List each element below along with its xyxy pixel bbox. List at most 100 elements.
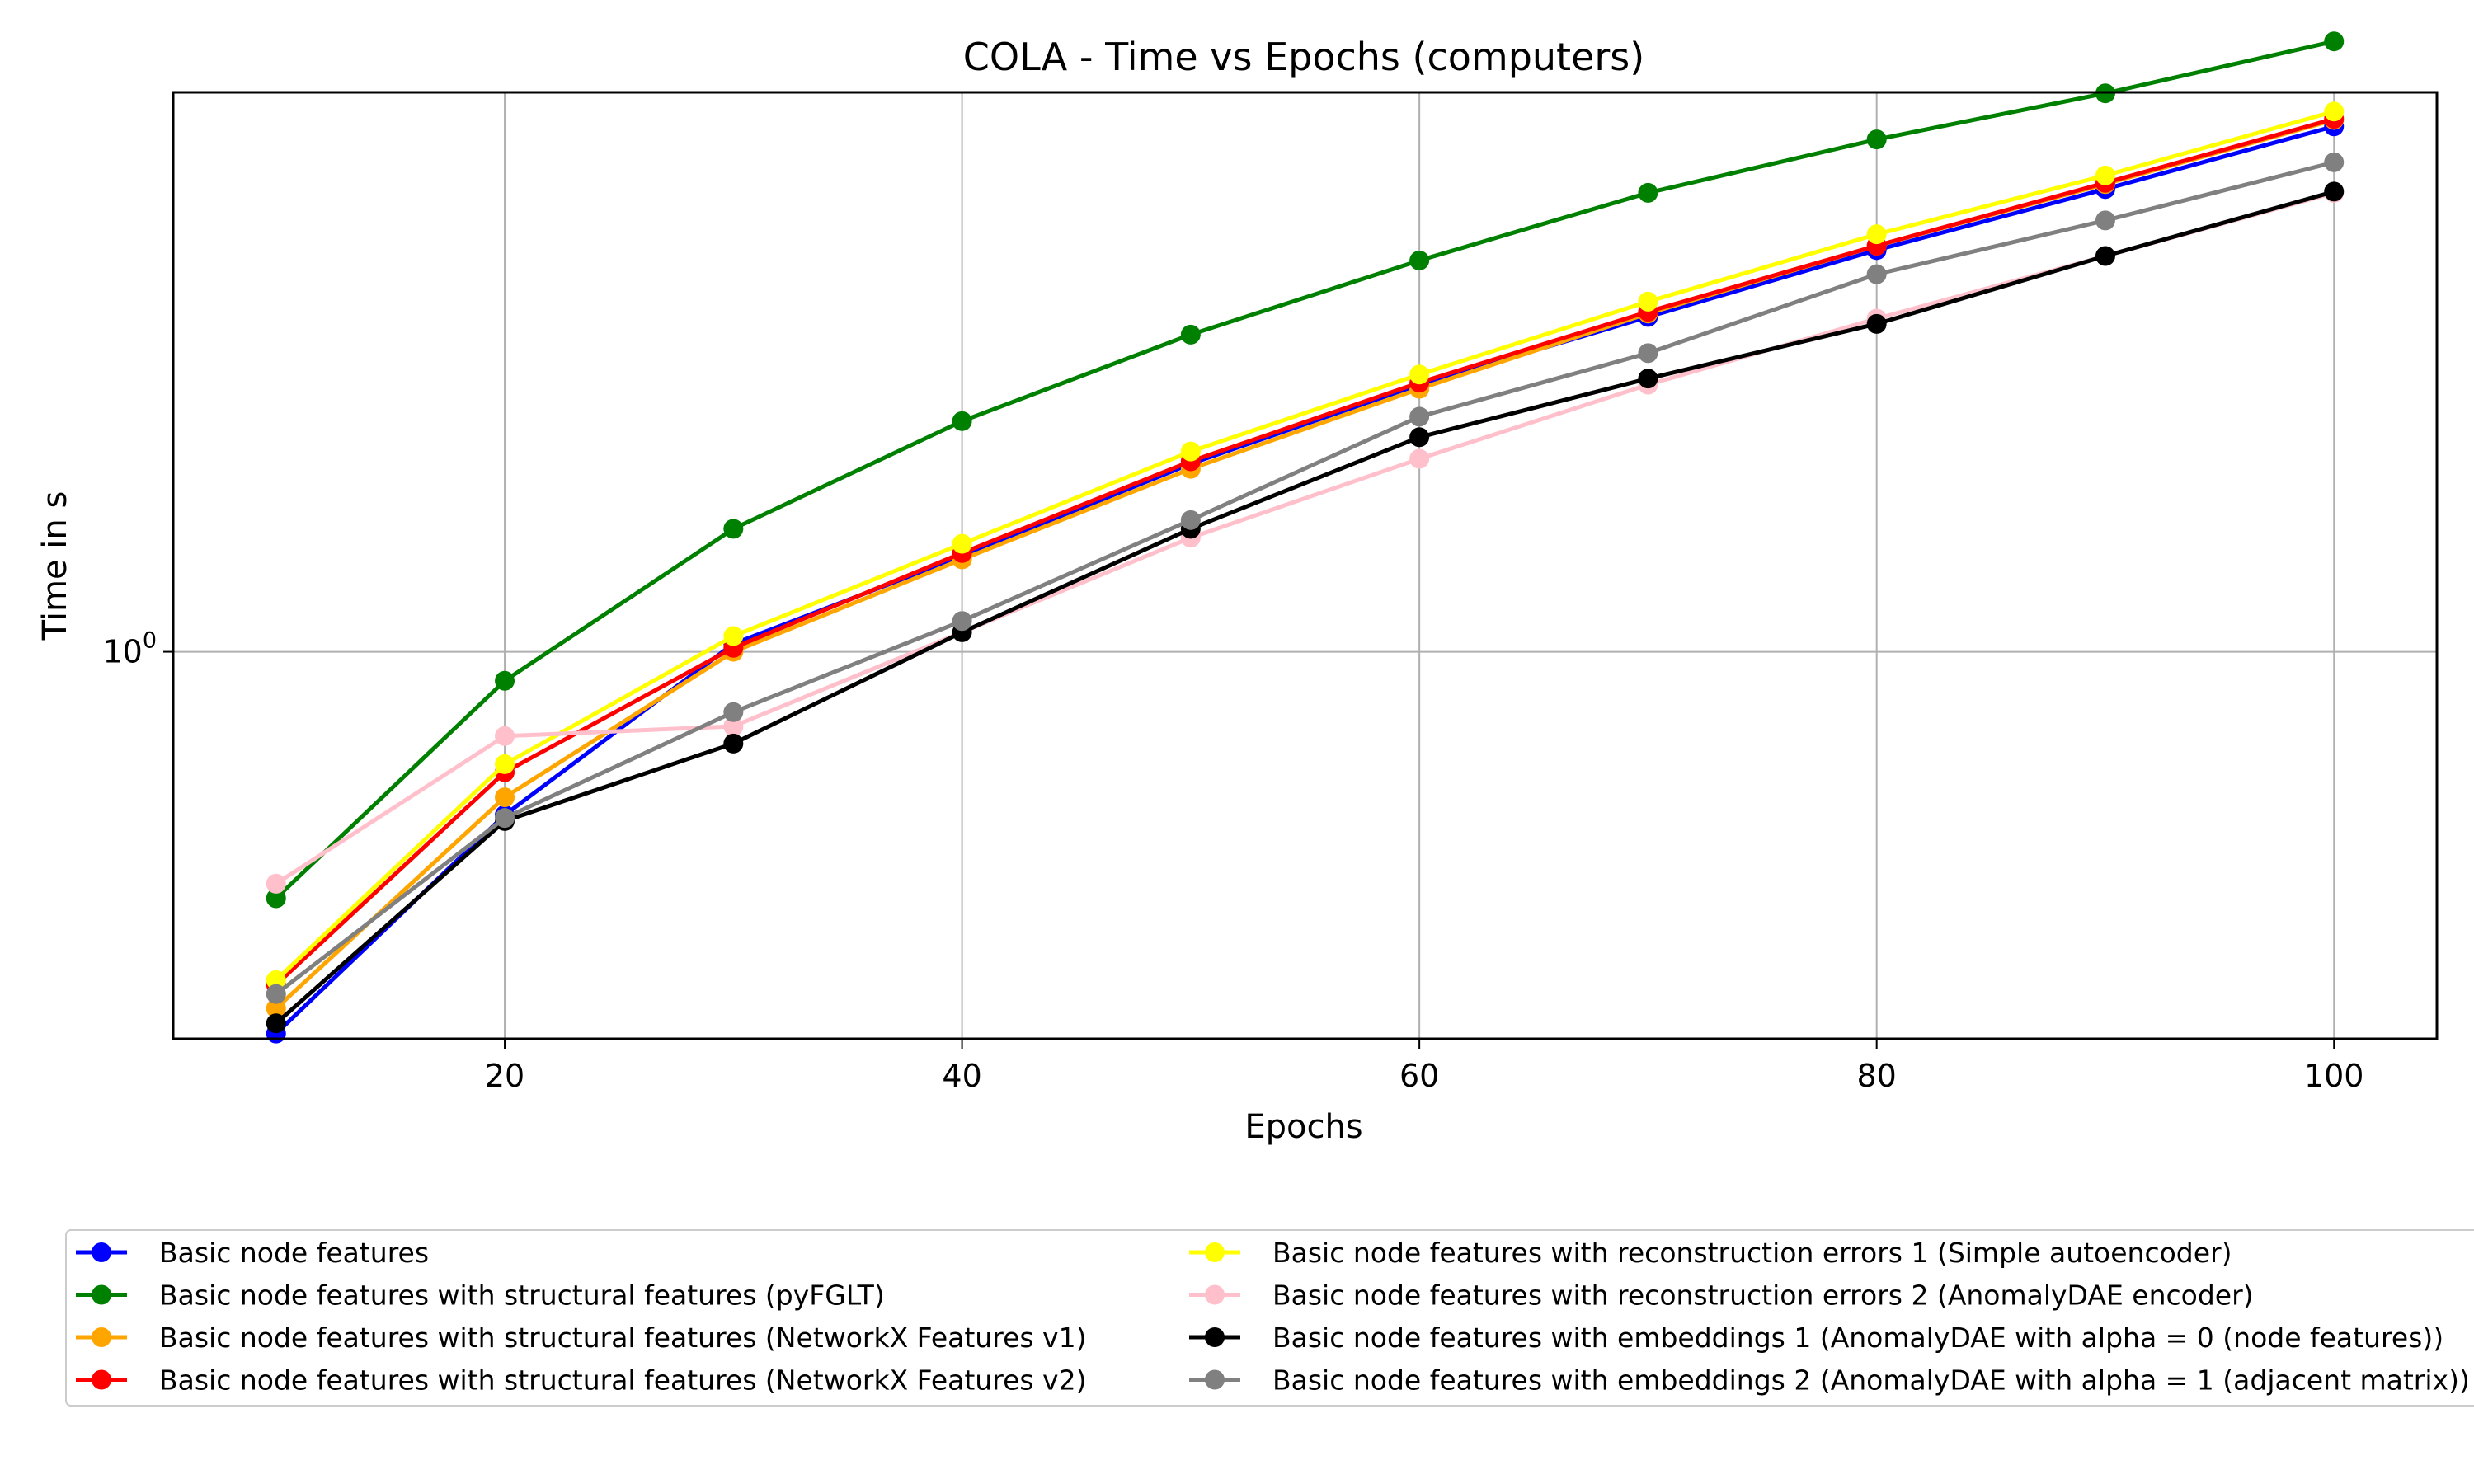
- data-point: [266, 873, 286, 894]
- legend-marker: [92, 1327, 111, 1347]
- data-point: [1866, 313, 1887, 334]
- chart-title: COLA - Time vs Epochs (computers): [963, 35, 1644, 79]
- data-point: [495, 670, 515, 691]
- legend-item: Basic node features: [76, 1237, 429, 1269]
- data-point: [495, 808, 515, 829]
- legend-label: Basic node features with reconstruction …: [1272, 1237, 2232, 1269]
- data-point: [1638, 291, 1658, 312]
- data-point: [723, 716, 744, 736]
- series-line: [275, 39, 2335, 900]
- legend-item: Basic node features with structural feat…: [76, 1280, 885, 1312]
- series: [266, 109, 2345, 995]
- series: [266, 181, 2345, 1034]
- data-point: [1180, 324, 1201, 345]
- series-line: [275, 124, 2335, 1036]
- data-point: [2095, 246, 2115, 266]
- legend-item: Basic node features with embeddings 1 (A…: [1189, 1322, 2443, 1354]
- series-line: [275, 116, 2335, 987]
- data-point: [723, 626, 744, 646]
- data-point: [952, 411, 972, 431]
- data-point: [1866, 129, 1887, 150]
- data-point: [1638, 343, 1658, 364]
- series-line: [275, 190, 2335, 885]
- data-point: [1409, 364, 1430, 385]
- y-tick-base: 10: [102, 634, 142, 670]
- y-tick-exponent: 0: [143, 628, 157, 654]
- data-point: [1180, 510, 1201, 530]
- legend-marker: [92, 1284, 111, 1305]
- y-axis-label: Time in s: [36, 491, 74, 641]
- data-point: [1638, 182, 1658, 203]
- legend-item: Basic node features with reconstruction …: [1189, 1237, 2232, 1269]
- x-tick-label: 100: [2304, 1058, 2364, 1094]
- legend-label: Basic node features with structural feat…: [159, 1364, 1086, 1397]
- data-point: [723, 733, 744, 754]
- series: [266, 101, 2345, 990]
- legend-label: Basic node features with embeddings 2 (A…: [1272, 1364, 2470, 1397]
- x-tick-label: 20: [485, 1058, 524, 1094]
- series: [266, 116, 2345, 1044]
- series: [266, 31, 2345, 909]
- legend-marker: [1205, 1369, 1225, 1390]
- data-point: [2095, 165, 2115, 186]
- legend-marker: [92, 1242, 111, 1262]
- data-point: [1180, 441, 1201, 462]
- x-tick-label: 40: [942, 1058, 981, 1094]
- data-point: [266, 970, 286, 990]
- data-point: [266, 984, 286, 1004]
- x-axis: 20 40 60 80 100: [485, 1039, 2364, 1094]
- data-point: [2324, 101, 2345, 122]
- data-point: [266, 888, 286, 909]
- data-point: [723, 519, 744, 539]
- data-point: [952, 533, 972, 554]
- plot-area: [172, 91, 2439, 1040]
- y-axis: 100: [102, 628, 173, 670]
- data-point: [1866, 224, 1887, 245]
- data-point: [266, 1013, 286, 1034]
- legend-label: Basic node features with embeddings 1 (A…: [1272, 1322, 2443, 1354]
- legend-label: Basic node features with reconstruction …: [1272, 1280, 2254, 1312]
- data-point: [2324, 31, 2345, 52]
- data-point: [1866, 264, 1887, 284]
- data-point: [1638, 369, 1658, 389]
- data-point: [723, 702, 744, 722]
- series: [266, 110, 2345, 1019]
- y-tick-label: 100: [102, 628, 157, 670]
- grid: [173, 92, 2437, 1039]
- series: [266, 152, 2345, 1004]
- legend-label: Basic node features with structural feat…: [159, 1280, 885, 1312]
- series-line: [275, 189, 2335, 1026]
- series-line: [275, 118, 2335, 1010]
- data-point: [1409, 448, 1430, 469]
- data-point: [1409, 250, 1430, 270]
- data-point: [495, 754, 515, 774]
- x-tick-label: 60: [1399, 1058, 1439, 1094]
- legend-label: Basic node features with structural feat…: [159, 1322, 1086, 1354]
- data-point: [952, 611, 972, 632]
- legend-marker: [1205, 1327, 1225, 1347]
- data-point: [2324, 181, 2345, 202]
- legend-marker: [1205, 1242, 1225, 1262]
- data-point: [2324, 152, 2345, 172]
- legend-marker: [1205, 1284, 1225, 1305]
- legend-item: Basic node features with embeddings 2 (A…: [1189, 1364, 2470, 1397]
- x-axis-label: Epochs: [1244, 1108, 1362, 1146]
- series: [266, 182, 2345, 894]
- data-point: [1409, 406, 1430, 427]
- data-point: [1409, 427, 1430, 448]
- series-line: [275, 109, 2335, 982]
- legend-label: Basic node features: [159, 1237, 429, 1269]
- data-point: [495, 726, 515, 746]
- legend-item: Basic node features with structural feat…: [76, 1364, 1086, 1397]
- data-point: [2095, 210, 2115, 231]
- x-tick-label: 80: [1857, 1058, 1897, 1094]
- series-group: [266, 31, 2345, 1044]
- series-line: [275, 160, 2335, 996]
- legend-marker: [92, 1369, 111, 1390]
- legend: Basic node features Basic node features w…: [65, 1229, 2474, 1407]
- legend-item: Basic node features with structural feat…: [76, 1322, 1086, 1354]
- legend-item: Basic node features with reconstruction …: [1189, 1280, 2254, 1312]
- legend-frame: [65, 1229, 2474, 1407]
- data-point: [266, 998, 286, 1019]
